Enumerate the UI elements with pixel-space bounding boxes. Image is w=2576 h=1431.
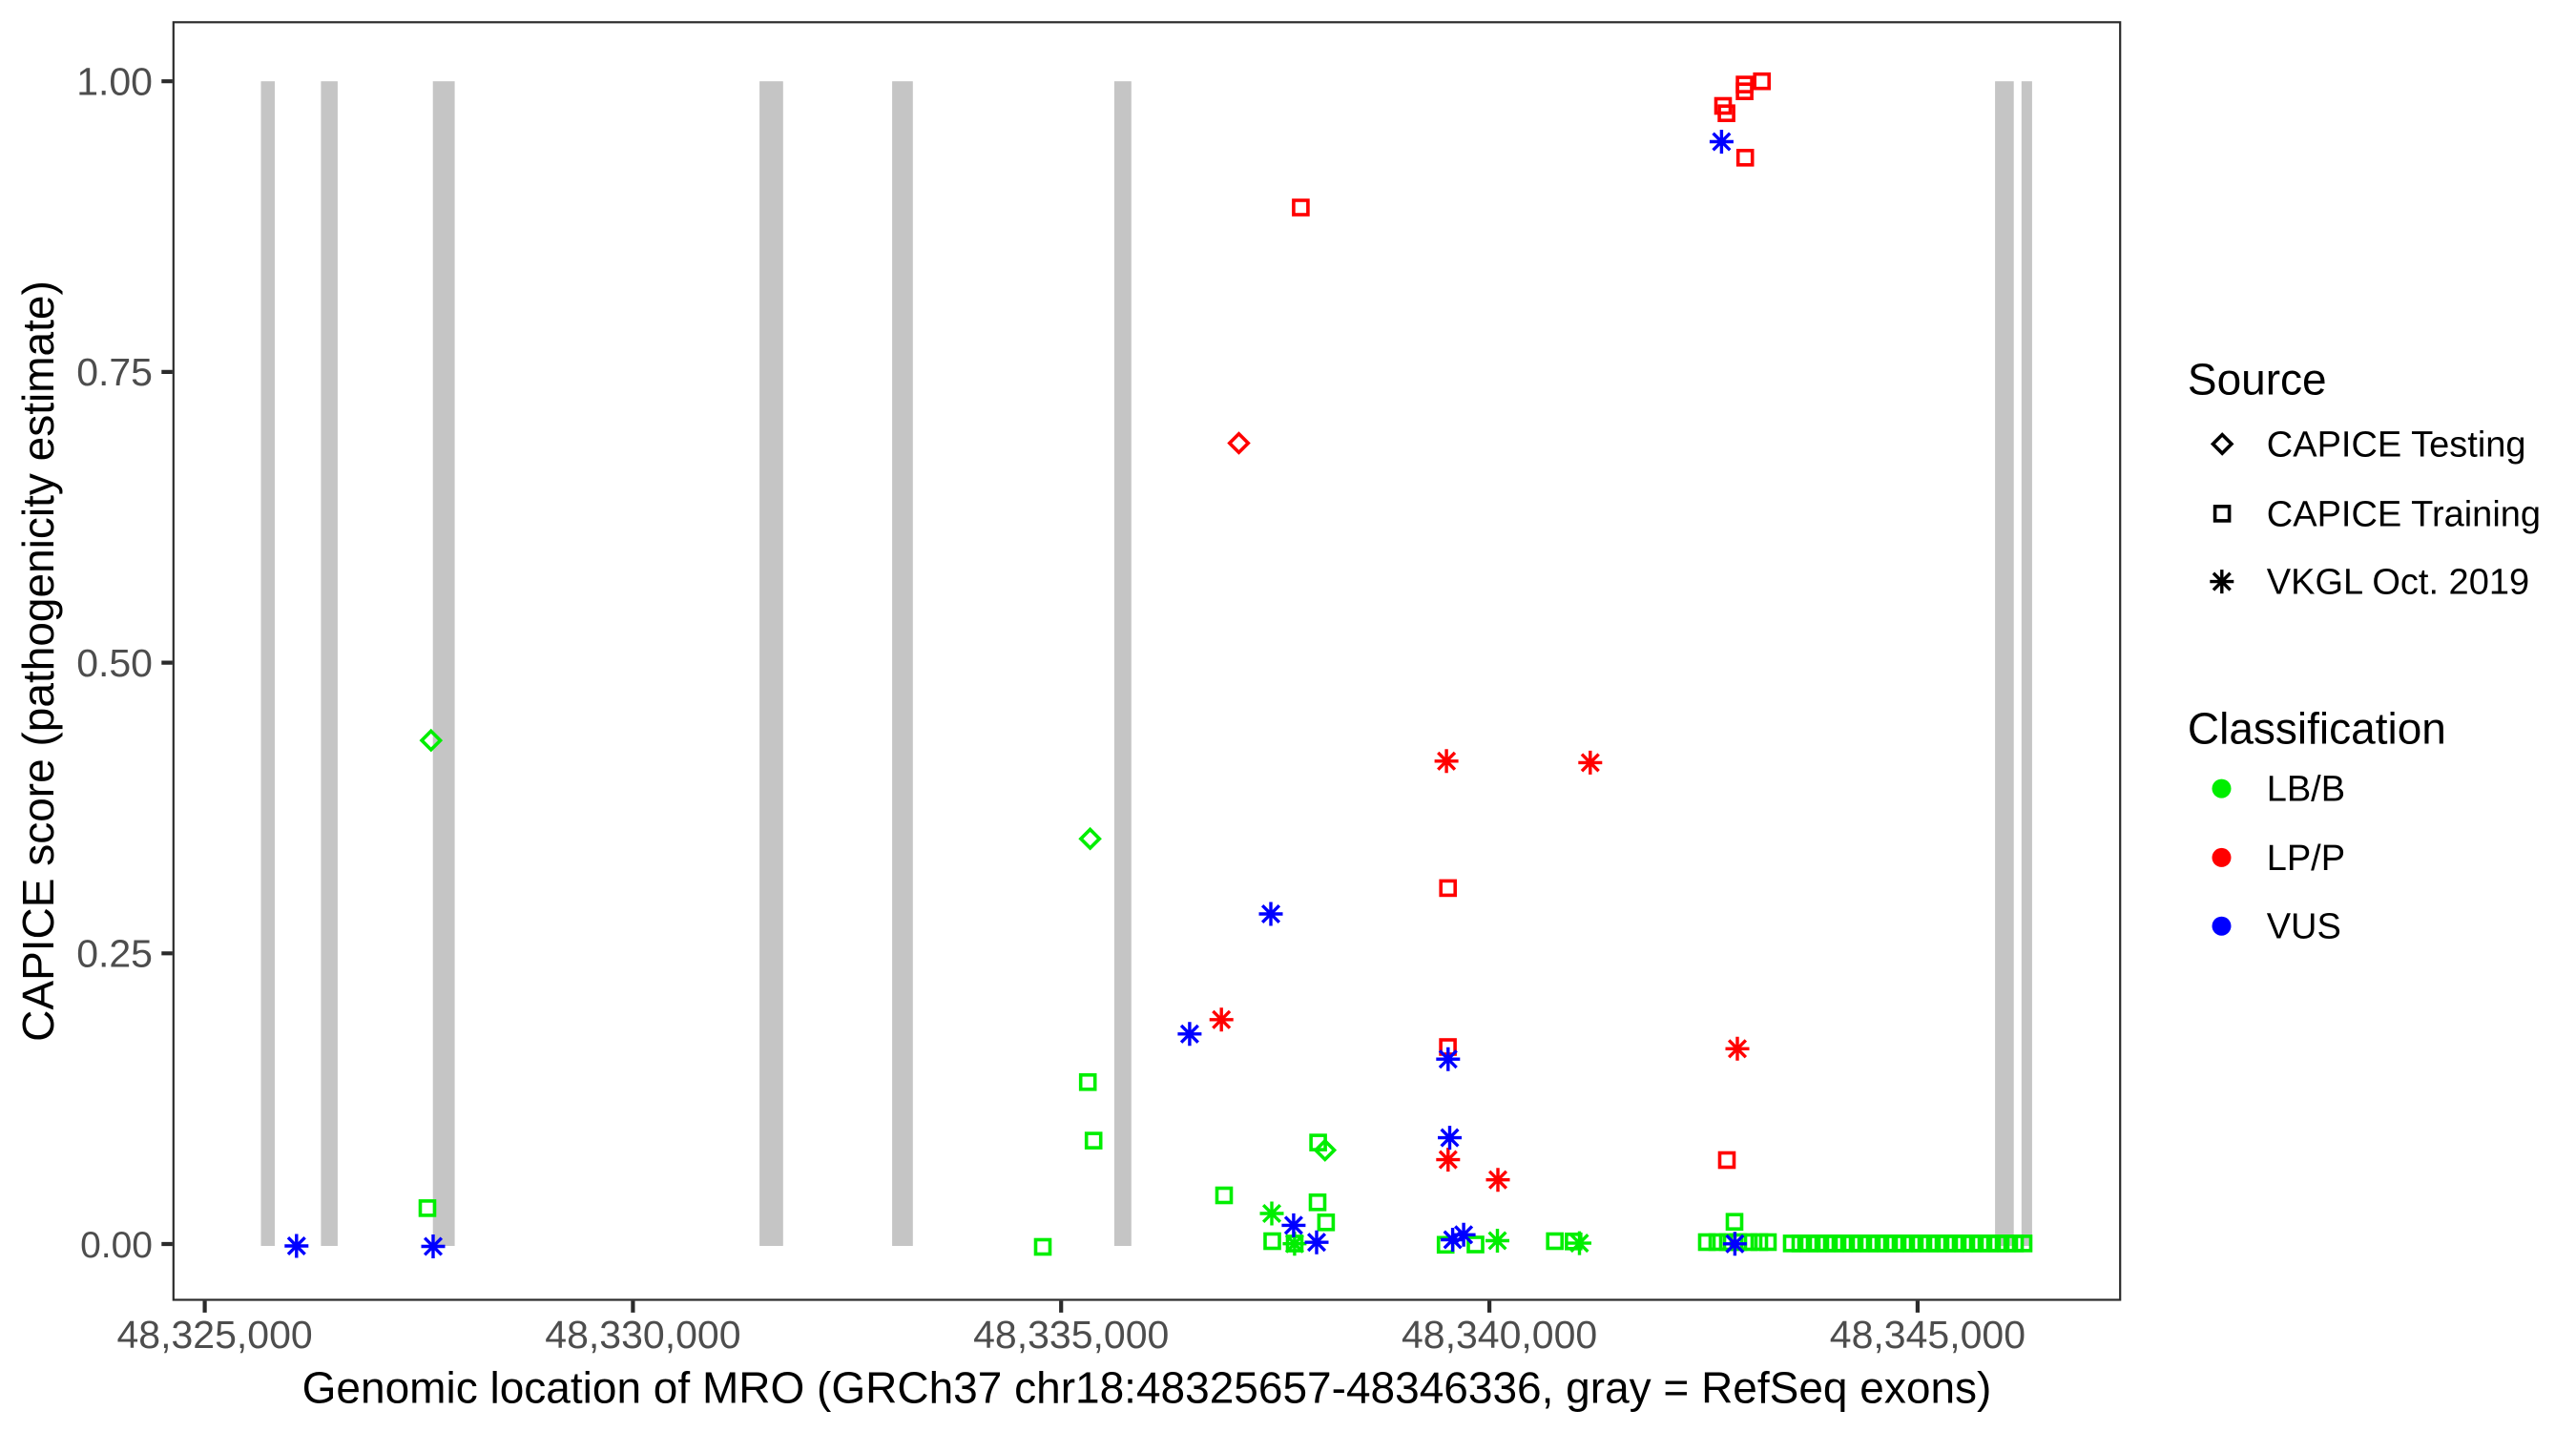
svg-text:CAPICE Testing: CAPICE Testing xyxy=(2267,425,2526,465)
svg-text:0.00: 0.00 xyxy=(80,1225,153,1266)
svg-text:0.25: 0.25 xyxy=(76,932,153,976)
svg-text:Source: Source xyxy=(2188,355,2327,404)
svg-text:48,330,000: 48,330,000 xyxy=(545,1313,740,1357)
svg-text:48,345,000: 48,345,000 xyxy=(1830,1313,2025,1357)
svg-text:CAPICE Training: CAPICE Training xyxy=(2267,494,2541,534)
svg-text:48,335,000: 48,335,000 xyxy=(973,1313,1169,1357)
svg-text:VUS: VUS xyxy=(2267,907,2341,947)
svg-text:48,325,000: 48,325,000 xyxy=(116,1313,312,1357)
svg-text:Genomic location of MRO (GRCh3: Genomic location of MRO (GRCh37 chr18:48… xyxy=(302,1363,1992,1413)
svg-text:LB/B: LB/B xyxy=(2267,770,2345,810)
svg-text:0.75: 0.75 xyxy=(76,350,153,394)
svg-text:VKGL Oct. 2019: VKGL Oct. 2019 xyxy=(2267,563,2529,603)
svg-text:CAPICE score (pathogenicity es: CAPICE score (pathogenicity estimate) xyxy=(13,280,63,1042)
svg-text:Classification: Classification xyxy=(2188,703,2446,753)
svg-text:LP/P: LP/P xyxy=(2267,839,2345,879)
svg-text:1.00: 1.00 xyxy=(76,60,153,104)
svg-text:0.50: 0.50 xyxy=(76,641,153,685)
svg-text:48,340,000: 48,340,000 xyxy=(1402,1313,1597,1357)
